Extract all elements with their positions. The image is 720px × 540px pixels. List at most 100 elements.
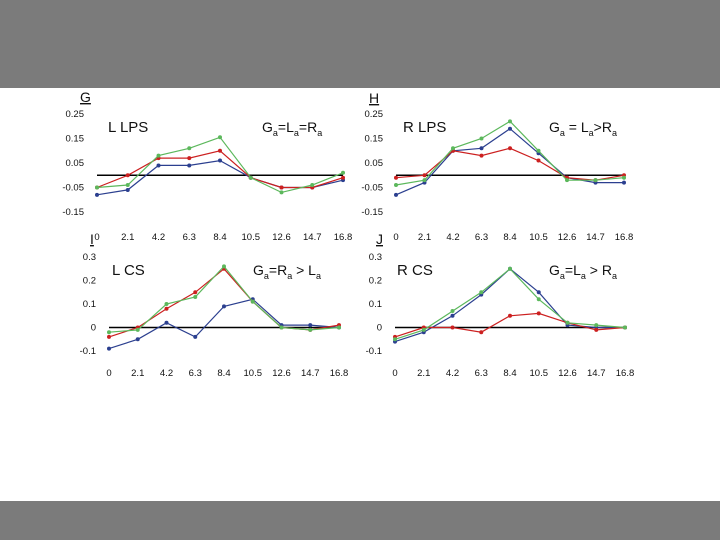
y-tick-label: 0.15 bbox=[365, 134, 384, 145]
data-point-green bbox=[421, 327, 426, 332]
x-tick-label: 14.7 bbox=[587, 368, 606, 379]
data-point-blue bbox=[125, 187, 130, 192]
panel-letter: J bbox=[376, 231, 383, 247]
data-point-green bbox=[250, 299, 255, 304]
data-point-green bbox=[565, 178, 569, 183]
x-tick-label: 0 bbox=[106, 368, 111, 379]
data-point-green bbox=[193, 294, 198, 299]
y-tick-label: 0 bbox=[91, 323, 96, 334]
panel-letter: G bbox=[80, 89, 91, 105]
x-tick-label: 6.3 bbox=[183, 232, 196, 243]
data-point-blue bbox=[218, 158, 222, 163]
data-point-green bbox=[536, 148, 541, 153]
data-point-red bbox=[536, 158, 541, 163]
y-tick-label: 0 bbox=[377, 323, 382, 334]
series-line-blue bbox=[394, 268, 625, 343]
x-tick-label: 0 bbox=[393, 232, 398, 243]
data-point-green bbox=[248, 175, 253, 180]
y-tick-label: -0.05 bbox=[62, 183, 84, 194]
y-tick-label: -0.1 bbox=[366, 346, 382, 357]
data-point-red bbox=[218, 148, 222, 153]
y-tick-label: -0.1 bbox=[80, 346, 96, 357]
data-point-green bbox=[107, 330, 111, 335]
data-point-green bbox=[125, 183, 130, 188]
data-point-blue bbox=[622, 180, 626, 185]
data-point-blue bbox=[164, 320, 169, 325]
x-tick-label: 14.7 bbox=[586, 232, 605, 243]
data-point-blue bbox=[536, 290, 541, 295]
x-tick-label: 4.2 bbox=[446, 232, 459, 243]
data-point-red bbox=[341, 175, 345, 180]
x-tick-label: 14.7 bbox=[301, 368, 320, 379]
x-tick-label: 6.3 bbox=[189, 368, 202, 379]
x-tick-label: 8.4 bbox=[503, 368, 516, 379]
x-tick-label: 0 bbox=[392, 368, 397, 379]
data-point-red bbox=[508, 313, 512, 318]
y-tick-label: 0.1 bbox=[369, 299, 382, 310]
x-tick-label: 8.4 bbox=[213, 232, 226, 243]
x-tick-label: 2.1 bbox=[121, 232, 134, 243]
data-point-red bbox=[187, 156, 192, 161]
data-point-red bbox=[594, 327, 599, 332]
data-point-green bbox=[479, 136, 484, 141]
data-point-green bbox=[187, 146, 192, 151]
data-point-red bbox=[107, 334, 111, 339]
y-tick-label: 0.05 bbox=[66, 158, 85, 169]
panel-title: L CS bbox=[112, 262, 145, 279]
data-point-red bbox=[479, 153, 484, 158]
data-point-blue bbox=[135, 337, 140, 342]
data-point-red bbox=[450, 325, 455, 330]
data-point-green bbox=[623, 325, 627, 330]
panel-annotation: Ga=La=Ra bbox=[262, 119, 322, 138]
data-point-green bbox=[164, 302, 169, 306]
data-point-blue bbox=[222, 304, 226, 309]
x-tick-label: 4.2 bbox=[160, 368, 173, 379]
data-point-green bbox=[279, 190, 284, 195]
data-point-green bbox=[218, 135, 222, 140]
data-point-green bbox=[450, 309, 455, 314]
data-point-green bbox=[393, 337, 397, 342]
data-point-green bbox=[222, 264, 226, 269]
data-point-green bbox=[308, 327, 313, 332]
x-tick-label: 12.6 bbox=[558, 368, 577, 379]
data-point-blue bbox=[193, 334, 198, 339]
x-tick-label: 10.5 bbox=[244, 368, 263, 379]
y-tick-label: 0.05 bbox=[365, 158, 384, 169]
data-point-green bbox=[536, 297, 541, 302]
y-tick-label: 0.2 bbox=[83, 276, 96, 287]
data-point-red bbox=[164, 306, 169, 311]
data-point-blue bbox=[508, 126, 512, 131]
data-point-red bbox=[394, 175, 398, 180]
y-tick-label: 0.3 bbox=[83, 252, 96, 263]
y-tick-label: -0.05 bbox=[361, 183, 383, 194]
data-point-blue bbox=[156, 163, 161, 168]
panel-annotation: Ga=Ra > La bbox=[253, 262, 321, 281]
panel-letter: I bbox=[90, 231, 94, 247]
data-point-red bbox=[536, 311, 541, 316]
x-tick-label: 10.5 bbox=[242, 232, 261, 243]
bottom-frame-band bbox=[0, 501, 720, 540]
data-point-green bbox=[622, 175, 626, 180]
x-tick-label: 16.8 bbox=[334, 232, 353, 243]
data-point-green bbox=[156, 153, 161, 158]
data-point-green bbox=[593, 178, 598, 183]
data-point-green bbox=[135, 327, 140, 332]
data-point-green bbox=[279, 325, 284, 330]
x-tick-label: 0 bbox=[94, 232, 99, 243]
x-tick-label: 16.8 bbox=[615, 232, 634, 243]
data-point-blue bbox=[479, 146, 484, 151]
x-tick-label: 12.6 bbox=[558, 232, 577, 243]
panel-letter: H bbox=[369, 90, 379, 106]
x-tick-label: 12.6 bbox=[272, 368, 291, 379]
data-point-red bbox=[193, 290, 198, 295]
data-point-green bbox=[337, 325, 341, 330]
data-point-blue bbox=[187, 163, 192, 168]
x-tick-label: 4.2 bbox=[446, 368, 459, 379]
y-tick-label: 0.2 bbox=[369, 276, 382, 287]
data-point-blue bbox=[394, 192, 398, 197]
data-point-blue bbox=[107, 346, 111, 351]
x-tick-label: 6.3 bbox=[475, 368, 488, 379]
data-point-green bbox=[310, 183, 315, 188]
